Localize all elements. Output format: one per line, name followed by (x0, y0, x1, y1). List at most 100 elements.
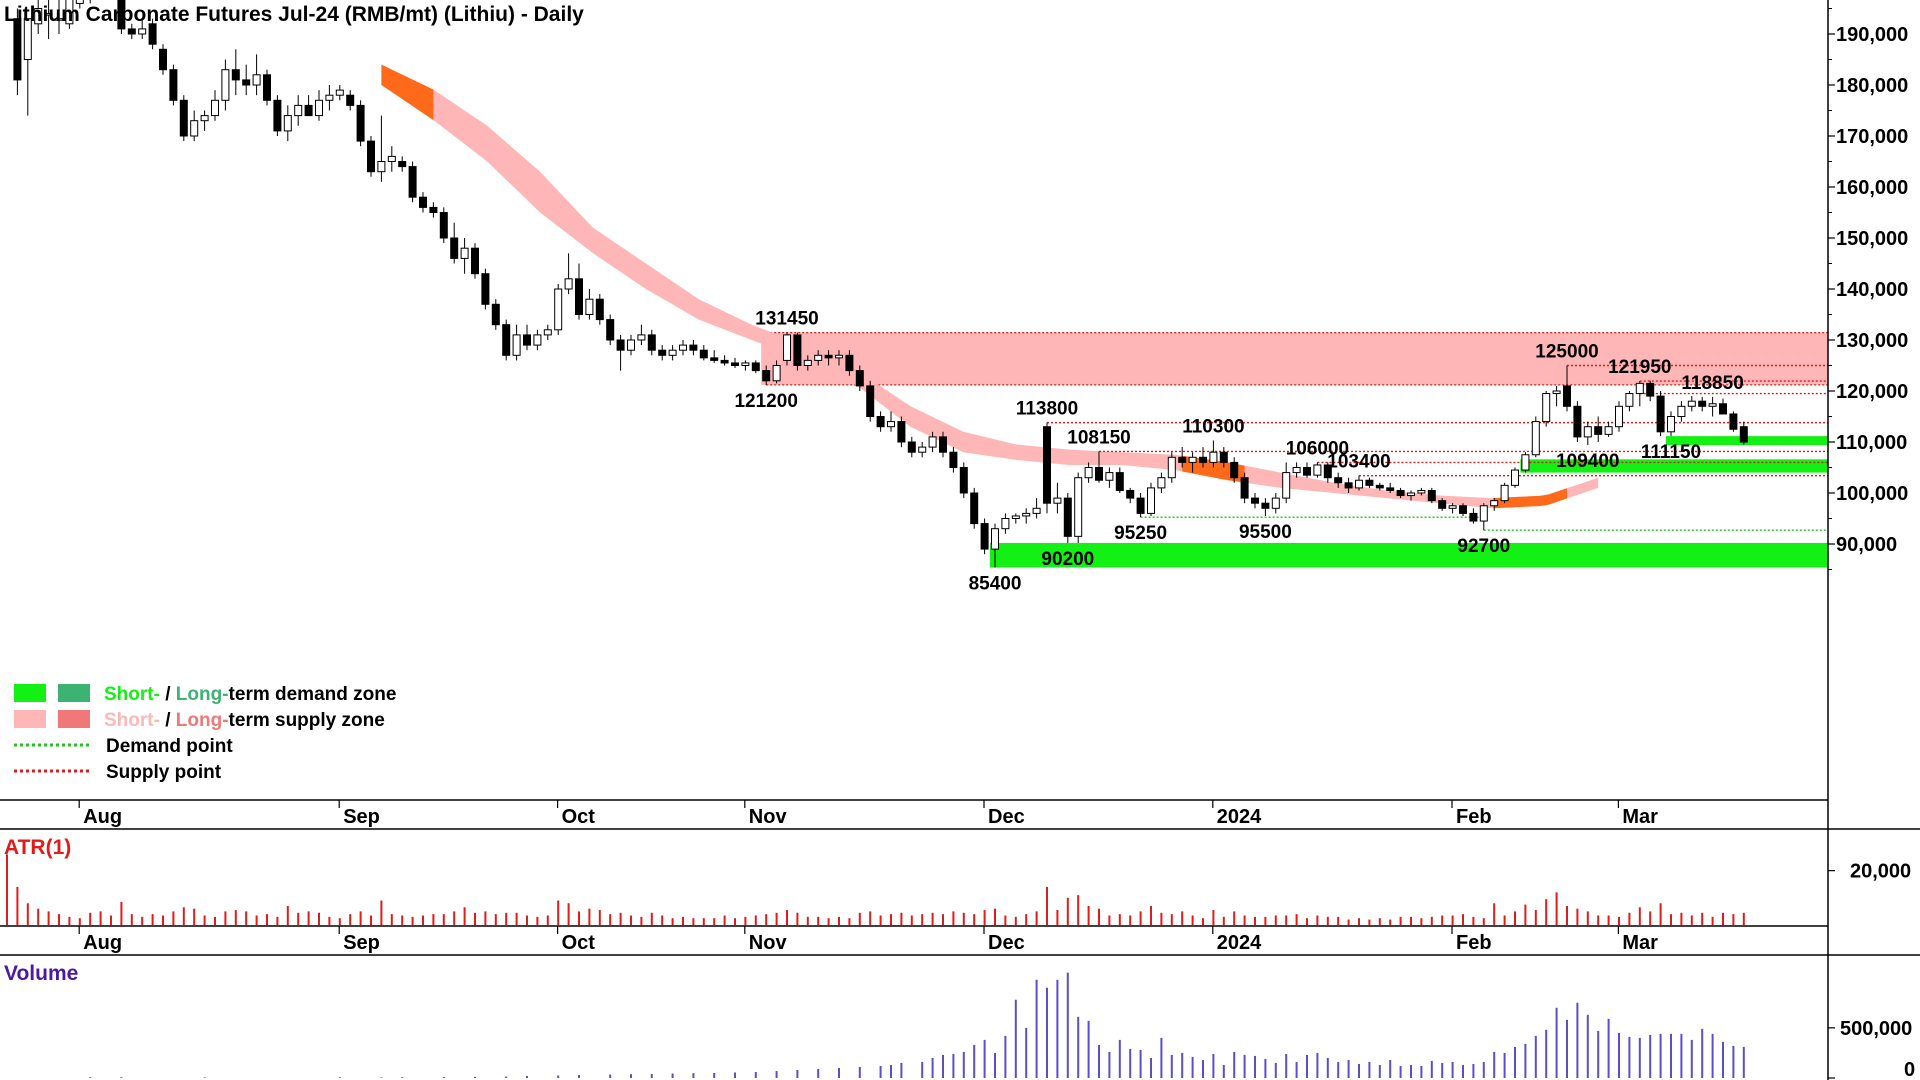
volume-tick-label-0: 0 (1904, 1059, 1915, 1080)
atr-panel: ATR(1) 20,000 (4, 836, 1911, 925)
candle-body-158 (1646, 382, 1655, 397)
price-tick-label-2: 110,000 (1836, 432, 1907, 454)
candle-body-102 (1063, 497, 1072, 537)
candle-body-27 (283, 115, 292, 132)
candle-body-128 (1334, 477, 1343, 484)
legend-text-3: Supply point (106, 762, 222, 783)
annotation-95250: 95250 (1114, 523, 1167, 544)
annotation-106000: 106000 (1286, 438, 1349, 459)
candle-body-95 (991, 528, 999, 550)
candle-body-99 (1032, 507, 1041, 514)
month-label-Mar: Mar (1622, 932, 1658, 954)
candle-body-135 (1407, 492, 1415, 497)
candle-body-101 (1053, 497, 1062, 504)
candle-body-26 (273, 99, 282, 132)
candle-body-16 (169, 69, 178, 101)
candle-body-4 (44, 13, 53, 16)
candle-body-75 (783, 334, 791, 361)
candle-body-90 (939, 436, 947, 453)
candles-layer (13, 0, 1748, 568)
ribbon-highlight-2 (1494, 488, 1567, 509)
candle-body-78 (814, 354, 823, 361)
candle-body-68 (710, 357, 719, 361)
candle-body-167 (1739, 426, 1748, 443)
candle-body-30 (315, 99, 323, 117)
candle-body-74 (772, 365, 781, 382)
candle-body-5 (55, 18, 63, 21)
candle-body-114 (1188, 456, 1197, 463)
candle-body-88 (918, 446, 927, 453)
ribbon-highlight-1 (1182, 455, 1245, 483)
candle-body-41 (429, 206, 438, 213)
candle-body-156 (1625, 393, 1634, 407)
candle-body-47 (491, 303, 500, 326)
month-label-Oct: Oct (562, 806, 596, 828)
candle-body-56 (585, 298, 594, 316)
price-tick-label-9: 180,000 (1836, 75, 1908, 97)
annotation-92700: 92700 (1457, 536, 1510, 557)
candle-body-162 (1687, 400, 1696, 407)
annotation-95500: 95500 (1239, 522, 1292, 543)
candle-body-23 (242, 79, 251, 86)
candle-body-32 (335, 89, 344, 96)
candle-body-35 (367, 140, 375, 173)
candle-body-137 (1427, 489, 1436, 502)
candle-body-164 (1708, 403, 1717, 407)
candle-body-119 (1240, 477, 1249, 499)
candle-body-116 (1209, 451, 1218, 463)
legend-swatch-long-1 (58, 710, 90, 728)
candle-body-92 (959, 467, 968, 494)
candle-body-127 (1323, 464, 1332, 479)
candle-body-106 (1105, 472, 1114, 481)
candle-body-13 (138, 28, 147, 35)
month-label-Aug: Aug (83, 932, 122, 954)
candle-body-122 (1271, 497, 1280, 509)
volume-tick-label-1: 500,000 (1840, 1018, 1912, 1040)
candle-body-113 (1178, 456, 1187, 463)
candle-body-161 (1677, 405, 1686, 417)
month-label-Nov: Nov (749, 932, 788, 954)
candle-body-65 (679, 344, 687, 351)
candle-body-55 (575, 278, 583, 315)
candle-body-159 (1656, 395, 1665, 433)
candle-body-100 (1043, 426, 1051, 504)
candle-body-154 (1604, 426, 1613, 435)
candle-body-64 (668, 349, 677, 356)
candle-body-85 (887, 421, 895, 428)
annotation-90200: 90200 (1041, 549, 1094, 570)
candle-body-157 (1635, 382, 1644, 395)
month-label-Feb: Feb (1456, 932, 1492, 954)
annotation-108150: 108150 (1067, 427, 1130, 448)
price-tick-label-10: 190,000 (1836, 24, 1908, 46)
candle-body-22 (231, 69, 240, 81)
month-label-Nov: Nov (749, 806, 788, 828)
candle-body-14 (148, 23, 157, 45)
price-tick-label-0: 90,000 (1836, 534, 1897, 556)
candle-body-91 (949, 451, 958, 469)
candle-body-40 (419, 196, 427, 208)
candle-body-1 (13, 18, 22, 81)
candle-body-130 (1355, 479, 1363, 489)
candle-body-133 (1386, 487, 1395, 491)
candle-body-79 (824, 354, 833, 359)
candle-body-50 (523, 334, 531, 346)
legend-swatch-short-0 (14, 684, 46, 702)
candle-body-58 (606, 319, 615, 341)
candle-body-150 (1563, 385, 1571, 407)
candle-body-105 (1095, 467, 1103, 481)
candle-body-160 (1667, 416, 1675, 433)
candle-body-44 (460, 247, 469, 259)
price-tick-label-7: 160,000 (1836, 177, 1908, 199)
annotation-109400: 109400 (1556, 451, 1619, 472)
candle-body-33 (346, 94, 355, 106)
month-label-Feb: Feb (1456, 806, 1492, 828)
candle-body-132 (1375, 484, 1384, 489)
month-label-Sep: Sep (343, 806, 380, 828)
candle-body-59 (616, 339, 625, 351)
candle-body-53 (554, 288, 563, 331)
candle-body-45 (471, 247, 479, 275)
atr-tick-label: 20,000 (1850, 861, 1911, 883)
candle-body-49 (512, 334, 521, 356)
candle-body-94 (980, 523, 989, 550)
